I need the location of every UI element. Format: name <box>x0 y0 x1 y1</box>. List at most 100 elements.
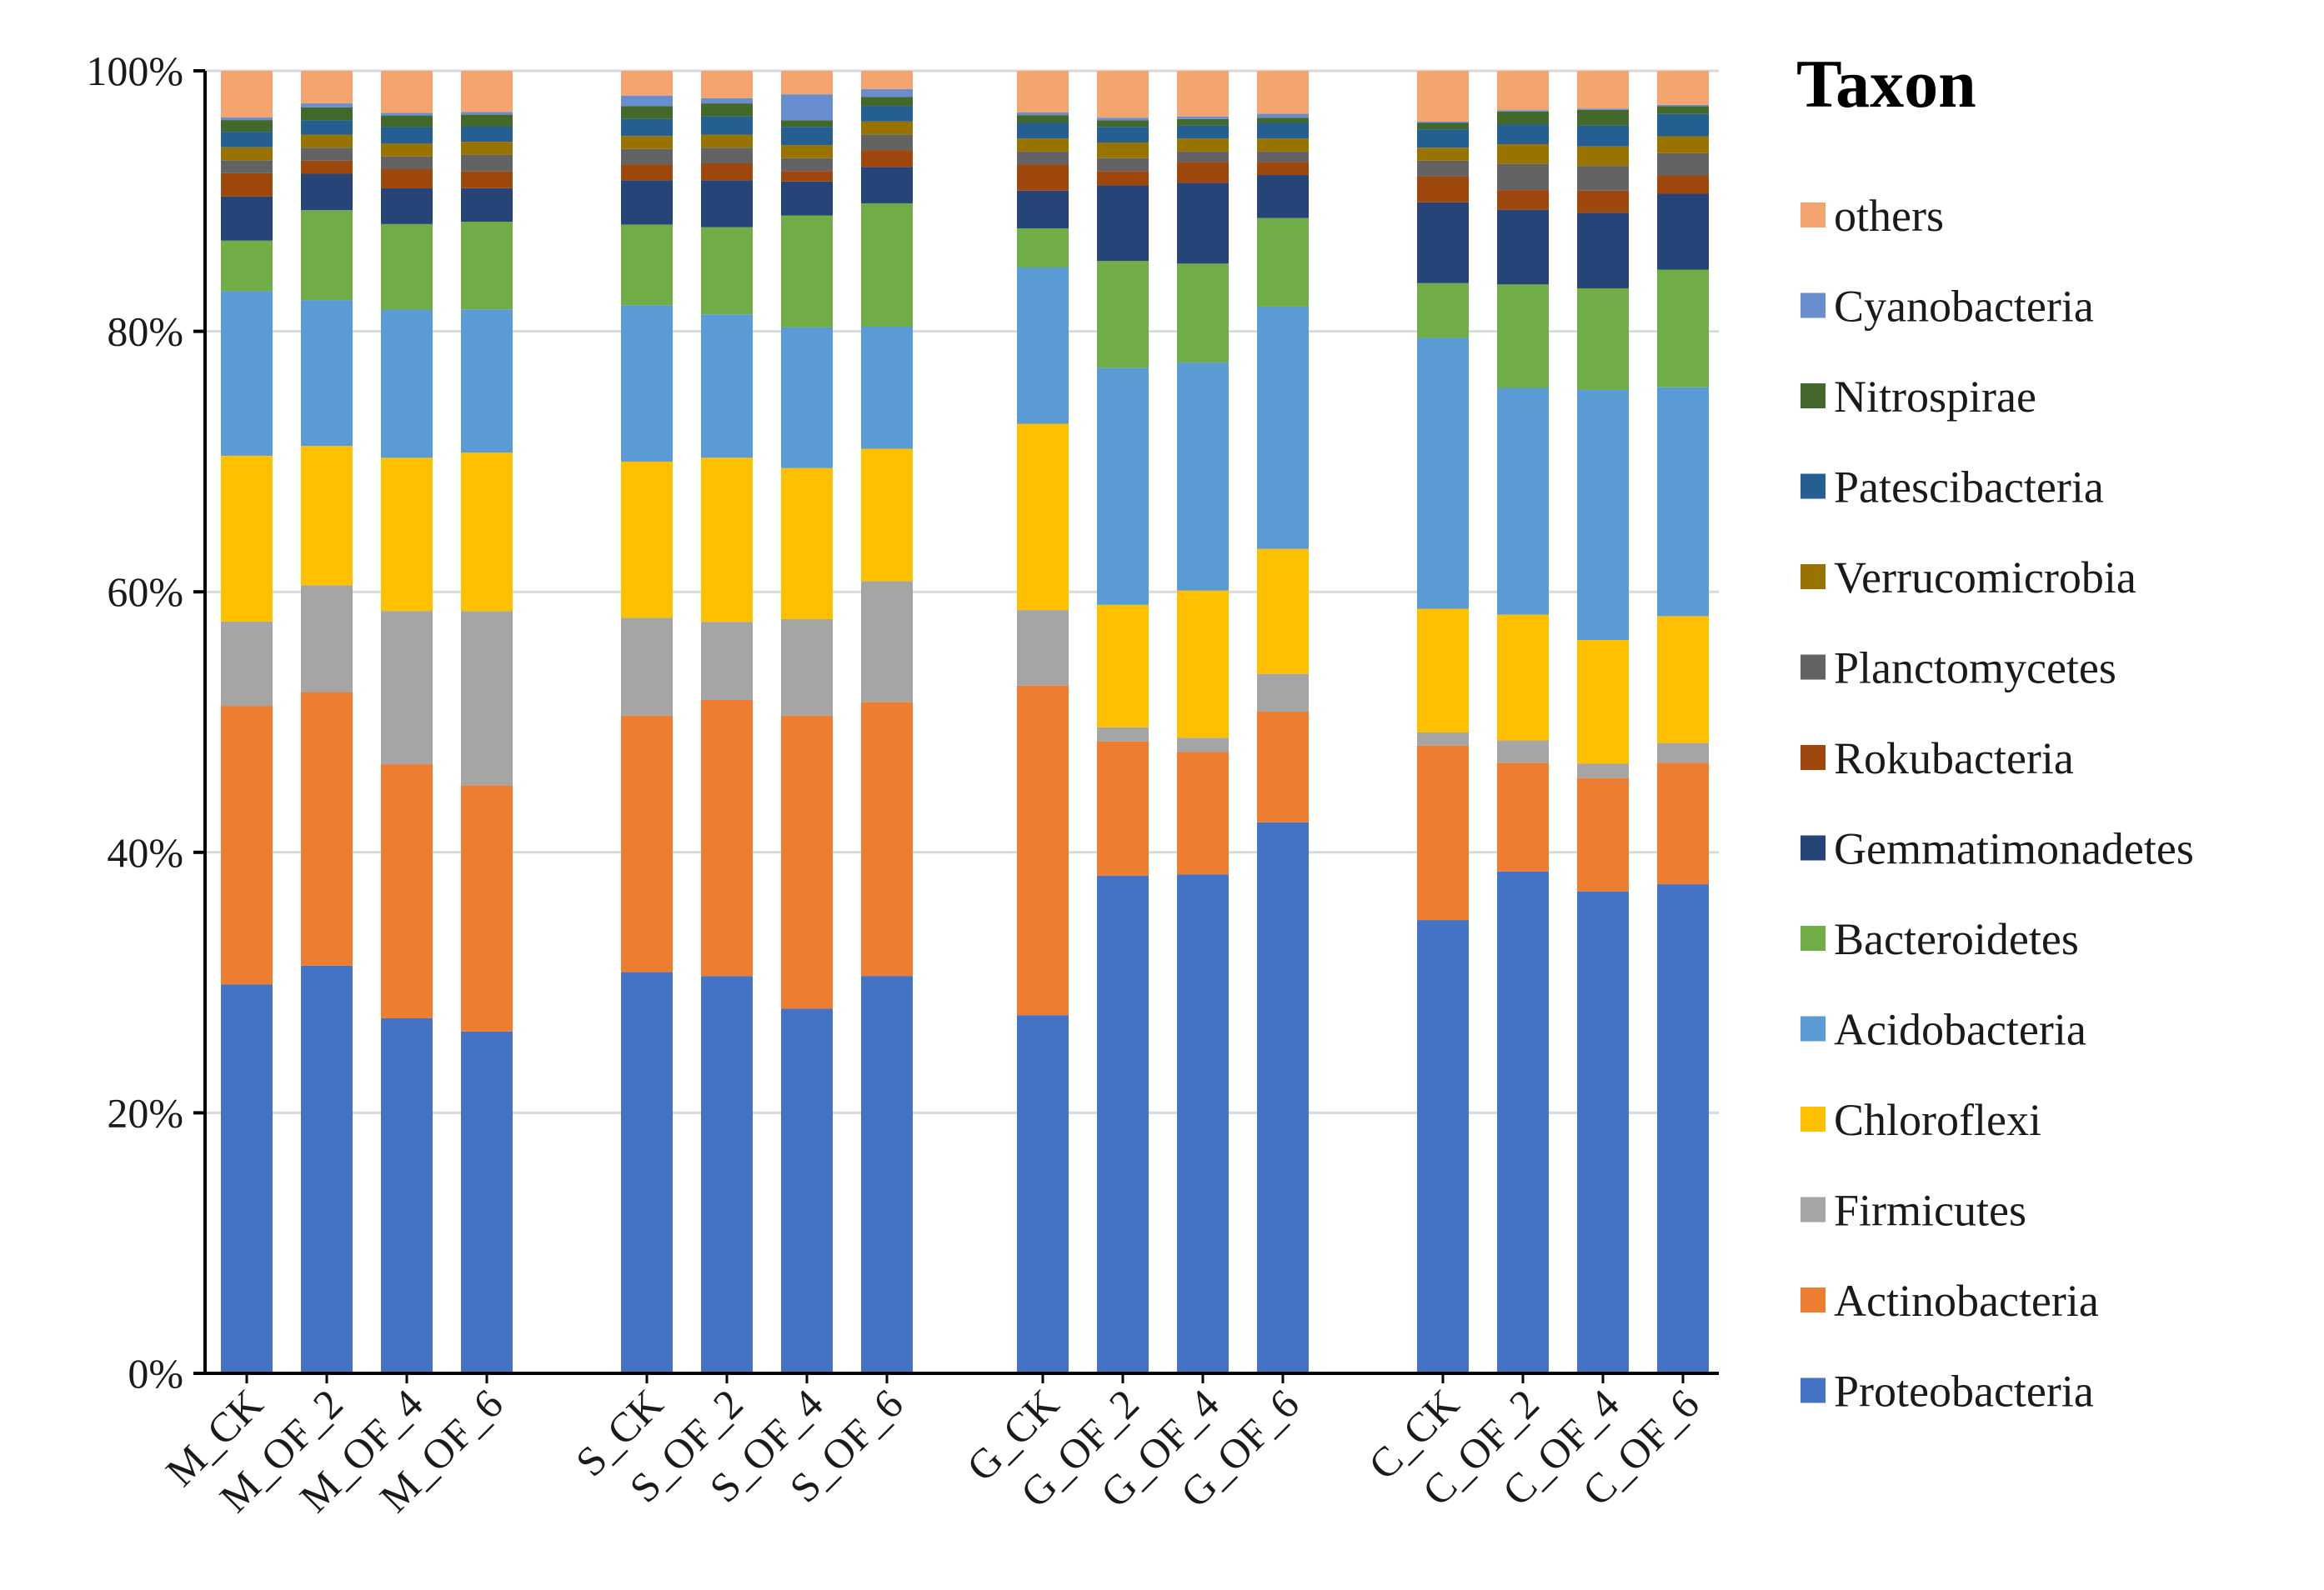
bar-segment-verrucomicrobia <box>701 134 753 148</box>
legend-swatch <box>1801 383 1826 408</box>
bar-segment-gemmatimonadetes <box>1257 175 1309 218</box>
bar-segment-verrucomicrobia <box>781 145 833 158</box>
bar-segment-gemmatimonadetes <box>1657 193 1709 270</box>
bar-segment-acidobacteria <box>1097 368 1149 605</box>
bar-segment-chloroflexi <box>1657 616 1709 743</box>
bar-segment-firmicutes <box>1097 727 1149 742</box>
bar-segment-cyanobacteria <box>381 112 433 116</box>
bar-segment-bacteroidetes <box>701 227 753 315</box>
bar-segment-gemmatimonadetes <box>1017 190 1069 229</box>
legend-swatch <box>1801 1378 1826 1403</box>
bar-segment-cyanobacteria <box>221 117 273 121</box>
legend-swatch <box>1801 1288 1826 1312</box>
bar-segment-rokubacteria <box>301 160 353 174</box>
bar-segment-gemmatimonadetes <box>1417 202 1469 283</box>
bar-segment-others <box>1497 71 1549 111</box>
bar-segment-patescibacteria <box>1177 125 1229 139</box>
bar-segment-proteobacteria <box>1257 822 1309 1373</box>
bar-segment-cyanobacteria <box>301 103 353 108</box>
legend-label: others <box>1834 191 1944 241</box>
bar-segment-patescibacteria <box>461 126 513 142</box>
bar-segment-nitrospirae <box>861 97 913 107</box>
bar-segment-cyanobacteria <box>1657 104 1709 107</box>
bars <box>221 71 1709 1373</box>
bar-segment-actinobacteria <box>381 764 433 1019</box>
bar-segment-firmicutes <box>701 622 753 700</box>
bar-segment-planctomycetes <box>1417 160 1469 177</box>
axes <box>193 69 1719 1383</box>
bar-segment-proteobacteria <box>381 1018 433 1373</box>
bar-segment-rokubacteria <box>461 171 513 188</box>
legend-label: Cyanobacteria <box>1834 282 2094 332</box>
bar-segment-planctomycetes <box>1497 163 1549 191</box>
bar-segment-patescibacteria <box>1577 125 1629 147</box>
bar-segment-cyanobacteria <box>1577 108 1629 110</box>
bar-segment-others <box>781 71 833 95</box>
bar-segment-planctomycetes <box>461 154 513 172</box>
bar-segment-firmicutes <box>301 585 353 692</box>
bar-segment-proteobacteria <box>701 976 753 1373</box>
bar-segment-others <box>621 71 673 96</box>
bar-segment-gemmatimonadetes <box>221 196 273 241</box>
bar-segment-others <box>1657 71 1709 105</box>
bar-segment-rokubacteria <box>1577 190 1629 213</box>
bar-segment-others <box>221 71 273 118</box>
bar-segment-rokubacteria <box>621 164 673 181</box>
bar-segment-verrucomicrobia <box>1497 144 1549 164</box>
bar-segment-cyanobacteria <box>621 95 673 107</box>
bar-segment-proteobacteria <box>1577 891 1629 1373</box>
bar-segment-chloroflexi <box>1417 608 1469 733</box>
bar-segment-planctomycetes <box>1257 151 1309 162</box>
bar-segment-patescibacteria <box>1257 122 1309 139</box>
bar-segment-nitrospirae <box>381 115 433 128</box>
legend-swatch <box>1801 835 1826 861</box>
bar-segment-nitrospirae <box>221 120 273 132</box>
bar-segment-bacteroidetes <box>1417 282 1469 338</box>
bar-segment-rokubacteria <box>861 150 913 168</box>
bar-segment-others <box>1577 71 1629 109</box>
bar-segment-planctomycetes <box>1657 152 1709 176</box>
bar-segment-cyanobacteria <box>1257 113 1309 118</box>
bar-segment-firmicutes <box>1577 763 1629 778</box>
bar-segment-planctomycetes <box>381 156 433 169</box>
legend-label: Verrucomicrobia <box>1834 552 2136 602</box>
bar-segment-rokubacteria <box>1097 171 1149 186</box>
bar-segment-planctomycetes <box>861 134 913 151</box>
bar-segment-firmicutes <box>461 611 513 786</box>
y-tick-label: 100% <box>86 48 183 94</box>
bar-segment-acidobacteria <box>781 327 833 468</box>
bar-segment-acidobacteria <box>701 314 753 458</box>
bar-segment-gemmatimonadetes <box>621 180 673 225</box>
legend-label: Chloroflexi <box>1834 1095 2041 1145</box>
bar-segment-chloroflexi <box>1257 548 1309 674</box>
bar-segment-others <box>461 71 513 112</box>
bar-segment-nitrospirae <box>461 114 513 127</box>
bar-segment-nitrospirae <box>701 103 753 117</box>
bar-segment-cyanobacteria <box>1497 110 1549 112</box>
bar-segment-firmicutes <box>1497 740 1549 763</box>
legend-swatch <box>1801 1016 1826 1042</box>
bar-segment-actinobacteria <box>1017 685 1069 1016</box>
bar-segment-actinobacteria <box>701 699 753 977</box>
bar-segment-verrucomicrobia <box>1097 142 1149 158</box>
bar-segment-actinobacteria <box>1497 762 1549 872</box>
legend-swatch <box>1801 564 1826 589</box>
bar-segment-bacteroidetes <box>1017 228 1069 268</box>
bar-segment-rokubacteria <box>1657 175 1709 194</box>
bar-segment-chloroflexi <box>1497 614 1549 741</box>
bar-segment-actinobacteria <box>1177 752 1229 875</box>
bar-segment-chloroflexi <box>1177 590 1229 738</box>
bar-segment-acidobacteria <box>1257 306 1309 549</box>
bar-segment-acidobacteria <box>1177 362 1229 591</box>
bar-segment-proteobacteria <box>1657 884 1709 1373</box>
bar-segment-proteobacteria <box>1177 874 1229 1373</box>
bar-segment-chloroflexi <box>701 458 753 622</box>
bar-segment-proteobacteria <box>781 1008 833 1373</box>
y-tick-label: 80% <box>107 308 183 355</box>
bar-segment-gemmatimonadetes <box>1497 209 1549 285</box>
bar-segment-gemmatimonadetes <box>1097 185 1149 262</box>
bar-segment-verrucomicrobia <box>1177 138 1229 152</box>
bar-segment-acidobacteria <box>301 300 353 447</box>
bar-segment-bacteroidetes <box>1577 288 1629 390</box>
bar-segment-actinobacteria <box>301 692 353 966</box>
